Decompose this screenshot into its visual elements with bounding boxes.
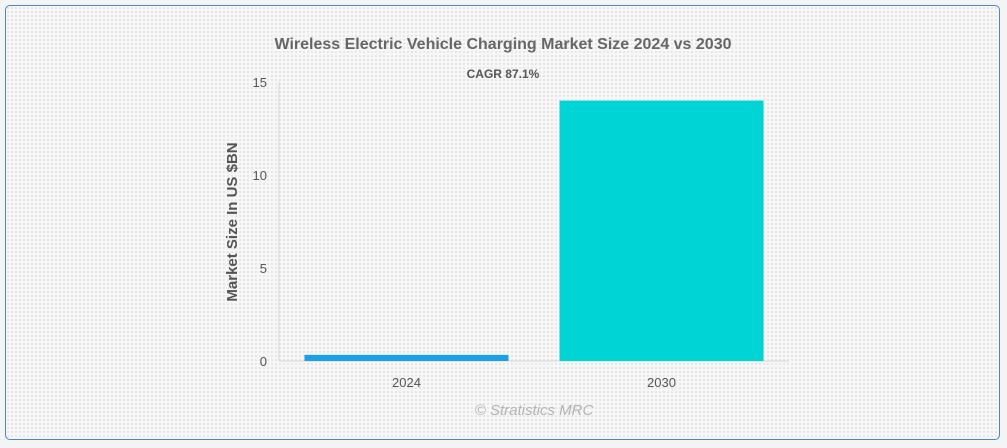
- y-tick-label: 15: [253, 75, 267, 90]
- bar-2030[interactable]: [559, 100, 764, 361]
- chart-subtitle: CAGR 87.1%: [467, 67, 540, 81]
- chart-card: [5, 5, 1000, 440]
- x-axis: 2024 2030: [392, 375, 676, 390]
- y-tick-label: 10: [253, 168, 267, 183]
- watermark: © Stratistics MRC: [475, 402, 594, 419]
- y-axis: 0 5 10 15: [253, 75, 267, 369]
- chart-title: Wireless Electric Vehicle Charging Marke…: [275, 36, 732, 53]
- x-tick-label: 2030: [647, 375, 676, 390]
- bar-2024[interactable]: [304, 354, 509, 361]
- bars: [304, 100, 764, 361]
- y-axis-title: Market Size In US $BN: [224, 142, 241, 301]
- y-tick-label: 0: [260, 354, 267, 369]
- y-tick-label: 5: [260, 261, 267, 276]
- x-tick-label: 2024: [392, 375, 421, 390]
